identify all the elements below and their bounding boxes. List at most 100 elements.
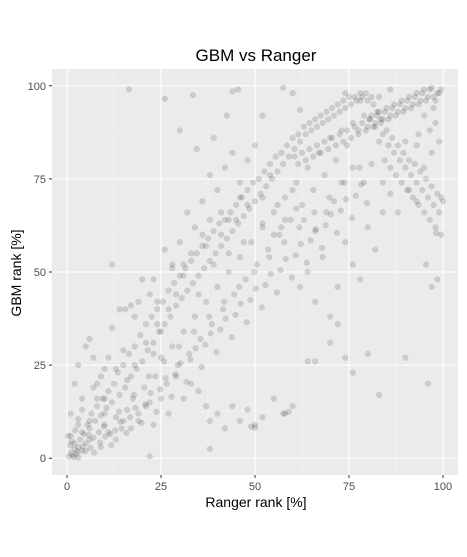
- data-point: [300, 216, 308, 224]
- data-point: [93, 395, 101, 402]
- data-point: [172, 371, 179, 378]
- data-point: [353, 97, 360, 104]
- data-point: [102, 433, 109, 440]
- data-point: [421, 86, 428, 93]
- data-point: [142, 402, 150, 410]
- data-point: [295, 131, 302, 138]
- data-point: [318, 244, 326, 251]
- data-point: [115, 408, 123, 415]
- data-point: [360, 112, 368, 119]
- data-point: [242, 276, 249, 283]
- data-point: [304, 358, 311, 365]
- data-point: [285, 408, 292, 415]
- data-point: [282, 255, 289, 263]
- y-axis-label: GBM rank [%]: [8, 229, 24, 316]
- data-point: [315, 149, 323, 156]
- data-point: [101, 410, 108, 417]
- data-point: [167, 313, 174, 320]
- data-point: [293, 205, 300, 212]
- data-point: [92, 417, 99, 425]
- data-point: [364, 123, 371, 130]
- data-point: [297, 240, 305, 248]
- data-point: [199, 231, 206, 238]
- y-tick-label: 100: [28, 81, 46, 93]
- data-point: [240, 212, 247, 220]
- data-point: [317, 112, 324, 119]
- data-point: [169, 343, 176, 350]
- data-point: [306, 119, 313, 127]
- data-point: [251, 421, 259, 428]
- data-point: [407, 104, 415, 112]
- data-point: [206, 257, 214, 264]
- data-point: [187, 356, 194, 363]
- data-point: [289, 402, 296, 410]
- data-point: [154, 320, 161, 328]
- data-point: [165, 306, 172, 313]
- data-point: [319, 119, 326, 127]
- data-point: [398, 179, 405, 186]
- data-point: [114, 369, 121, 376]
- data-point: [80, 430, 88, 438]
- data-point: [421, 209, 428, 216]
- data-point: [289, 186, 296, 194]
- data-point: [140, 384, 148, 391]
- data-point: [327, 313, 334, 320]
- data-point: [424, 380, 432, 387]
- data-point: [296, 283, 304, 291]
- data-point: [368, 160, 375, 168]
- data-point: [274, 201, 281, 209]
- data-point: [432, 119, 439, 127]
- data-point: [370, 123, 377, 130]
- data-point: [206, 445, 214, 453]
- data-point: [357, 276, 364, 283]
- data-point: [150, 421, 157, 428]
- data-point: [97, 412, 105, 419]
- data-point: [187, 250, 195, 257]
- data-point: [349, 261, 356, 268]
- data-point: [364, 97, 371, 104]
- data-point: [244, 157, 251, 164]
- data-point: [169, 265, 176, 272]
- data-point: [244, 186, 251, 194]
- data-point: [162, 375, 169, 382]
- data-point: [385, 142, 392, 149]
- x-tick-label: 50: [249, 481, 261, 493]
- data-point: [424, 93, 432, 101]
- data-point: [159, 298, 167, 305]
- data-point: [321, 172, 328, 179]
- data-point: [332, 157, 339, 164]
- data-point: [311, 227, 319, 235]
- data-point: [268, 175, 276, 183]
- data-point: [192, 345, 199, 352]
- data-point: [281, 216, 289, 224]
- data-point: [221, 425, 229, 432]
- data-point: [330, 112, 338, 119]
- data-point: [337, 207, 344, 214]
- data-point: [323, 108, 330, 115]
- data-point: [351, 123, 358, 130]
- data-point: [379, 116, 386, 123]
- data-point: [283, 142, 291, 149]
- data-point: [150, 276, 157, 283]
- data-point: [370, 101, 377, 108]
- data-point: [146, 453, 153, 460]
- data-point: [332, 142, 339, 149]
- data-point: [296, 224, 303, 231]
- data-point: [372, 246, 379, 253]
- data-point: [178, 294, 185, 302]
- data-point: [202, 242, 210, 250]
- data-point: [93, 380, 101, 387]
- data-point: [307, 237, 314, 244]
- data-point: [358, 119, 366, 127]
- data-point: [84, 421, 91, 428]
- data-point: [325, 145, 332, 153]
- data-point: [251, 268, 258, 276]
- data-point: [251, 142, 259, 149]
- data-point: [421, 164, 428, 171]
- data-point: [415, 101, 422, 108]
- data-point: [150, 339, 157, 346]
- data-point: [265, 246, 272, 253]
- data-point: [152, 373, 159, 380]
- data-point: [195, 291, 202, 298]
- data-point: [437, 194, 445, 201]
